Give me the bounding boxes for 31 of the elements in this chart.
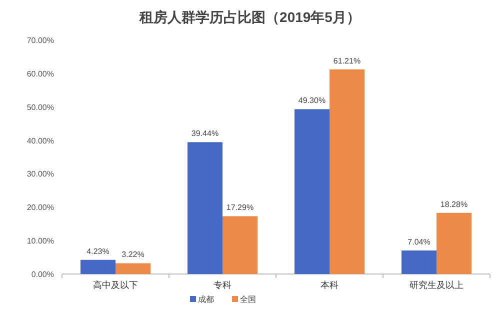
bar xyxy=(330,69,364,274)
y-tick-label: 10.00% xyxy=(26,236,54,246)
bar xyxy=(294,109,330,274)
x-tick-label: 研究生及以上 xyxy=(410,280,464,290)
data-label: 4.23% xyxy=(86,246,110,256)
data-label: 39.44% xyxy=(191,129,219,138)
bar xyxy=(188,142,222,274)
y-tick-label: 30.00% xyxy=(26,170,54,179)
data-label: 17.29% xyxy=(226,203,254,212)
data-label: 7.04% xyxy=(408,237,430,246)
y-tick-label: 20.00% xyxy=(26,203,54,212)
x-tick-label: 高中及以下 xyxy=(93,280,138,290)
y-tick-label: 40.00% xyxy=(26,136,54,146)
data-label: 18.28% xyxy=(440,200,468,209)
y-tick-label: 50.00% xyxy=(26,102,54,112)
bar xyxy=(116,263,150,274)
bar xyxy=(402,250,436,274)
legend-label: 成都 xyxy=(198,295,214,304)
data-label: 49.30% xyxy=(298,96,326,106)
legend-label: 全国 xyxy=(240,295,256,304)
data-label: 3.22% xyxy=(122,250,144,260)
y-tick-label: 60.00% xyxy=(26,69,54,78)
bar xyxy=(80,260,116,274)
x-tick-label: 专科 xyxy=(214,280,232,290)
bar xyxy=(222,216,258,274)
chart-title: 租房人群学历占比图（2019年5月） xyxy=(138,9,360,25)
bar xyxy=(436,212,472,274)
y-tick-label: 70.00% xyxy=(26,36,54,45)
x-tick-label: 本科 xyxy=(320,280,338,290)
y-tick-label: 0.00% xyxy=(31,270,54,279)
data-label: 61.21% xyxy=(333,56,361,66)
